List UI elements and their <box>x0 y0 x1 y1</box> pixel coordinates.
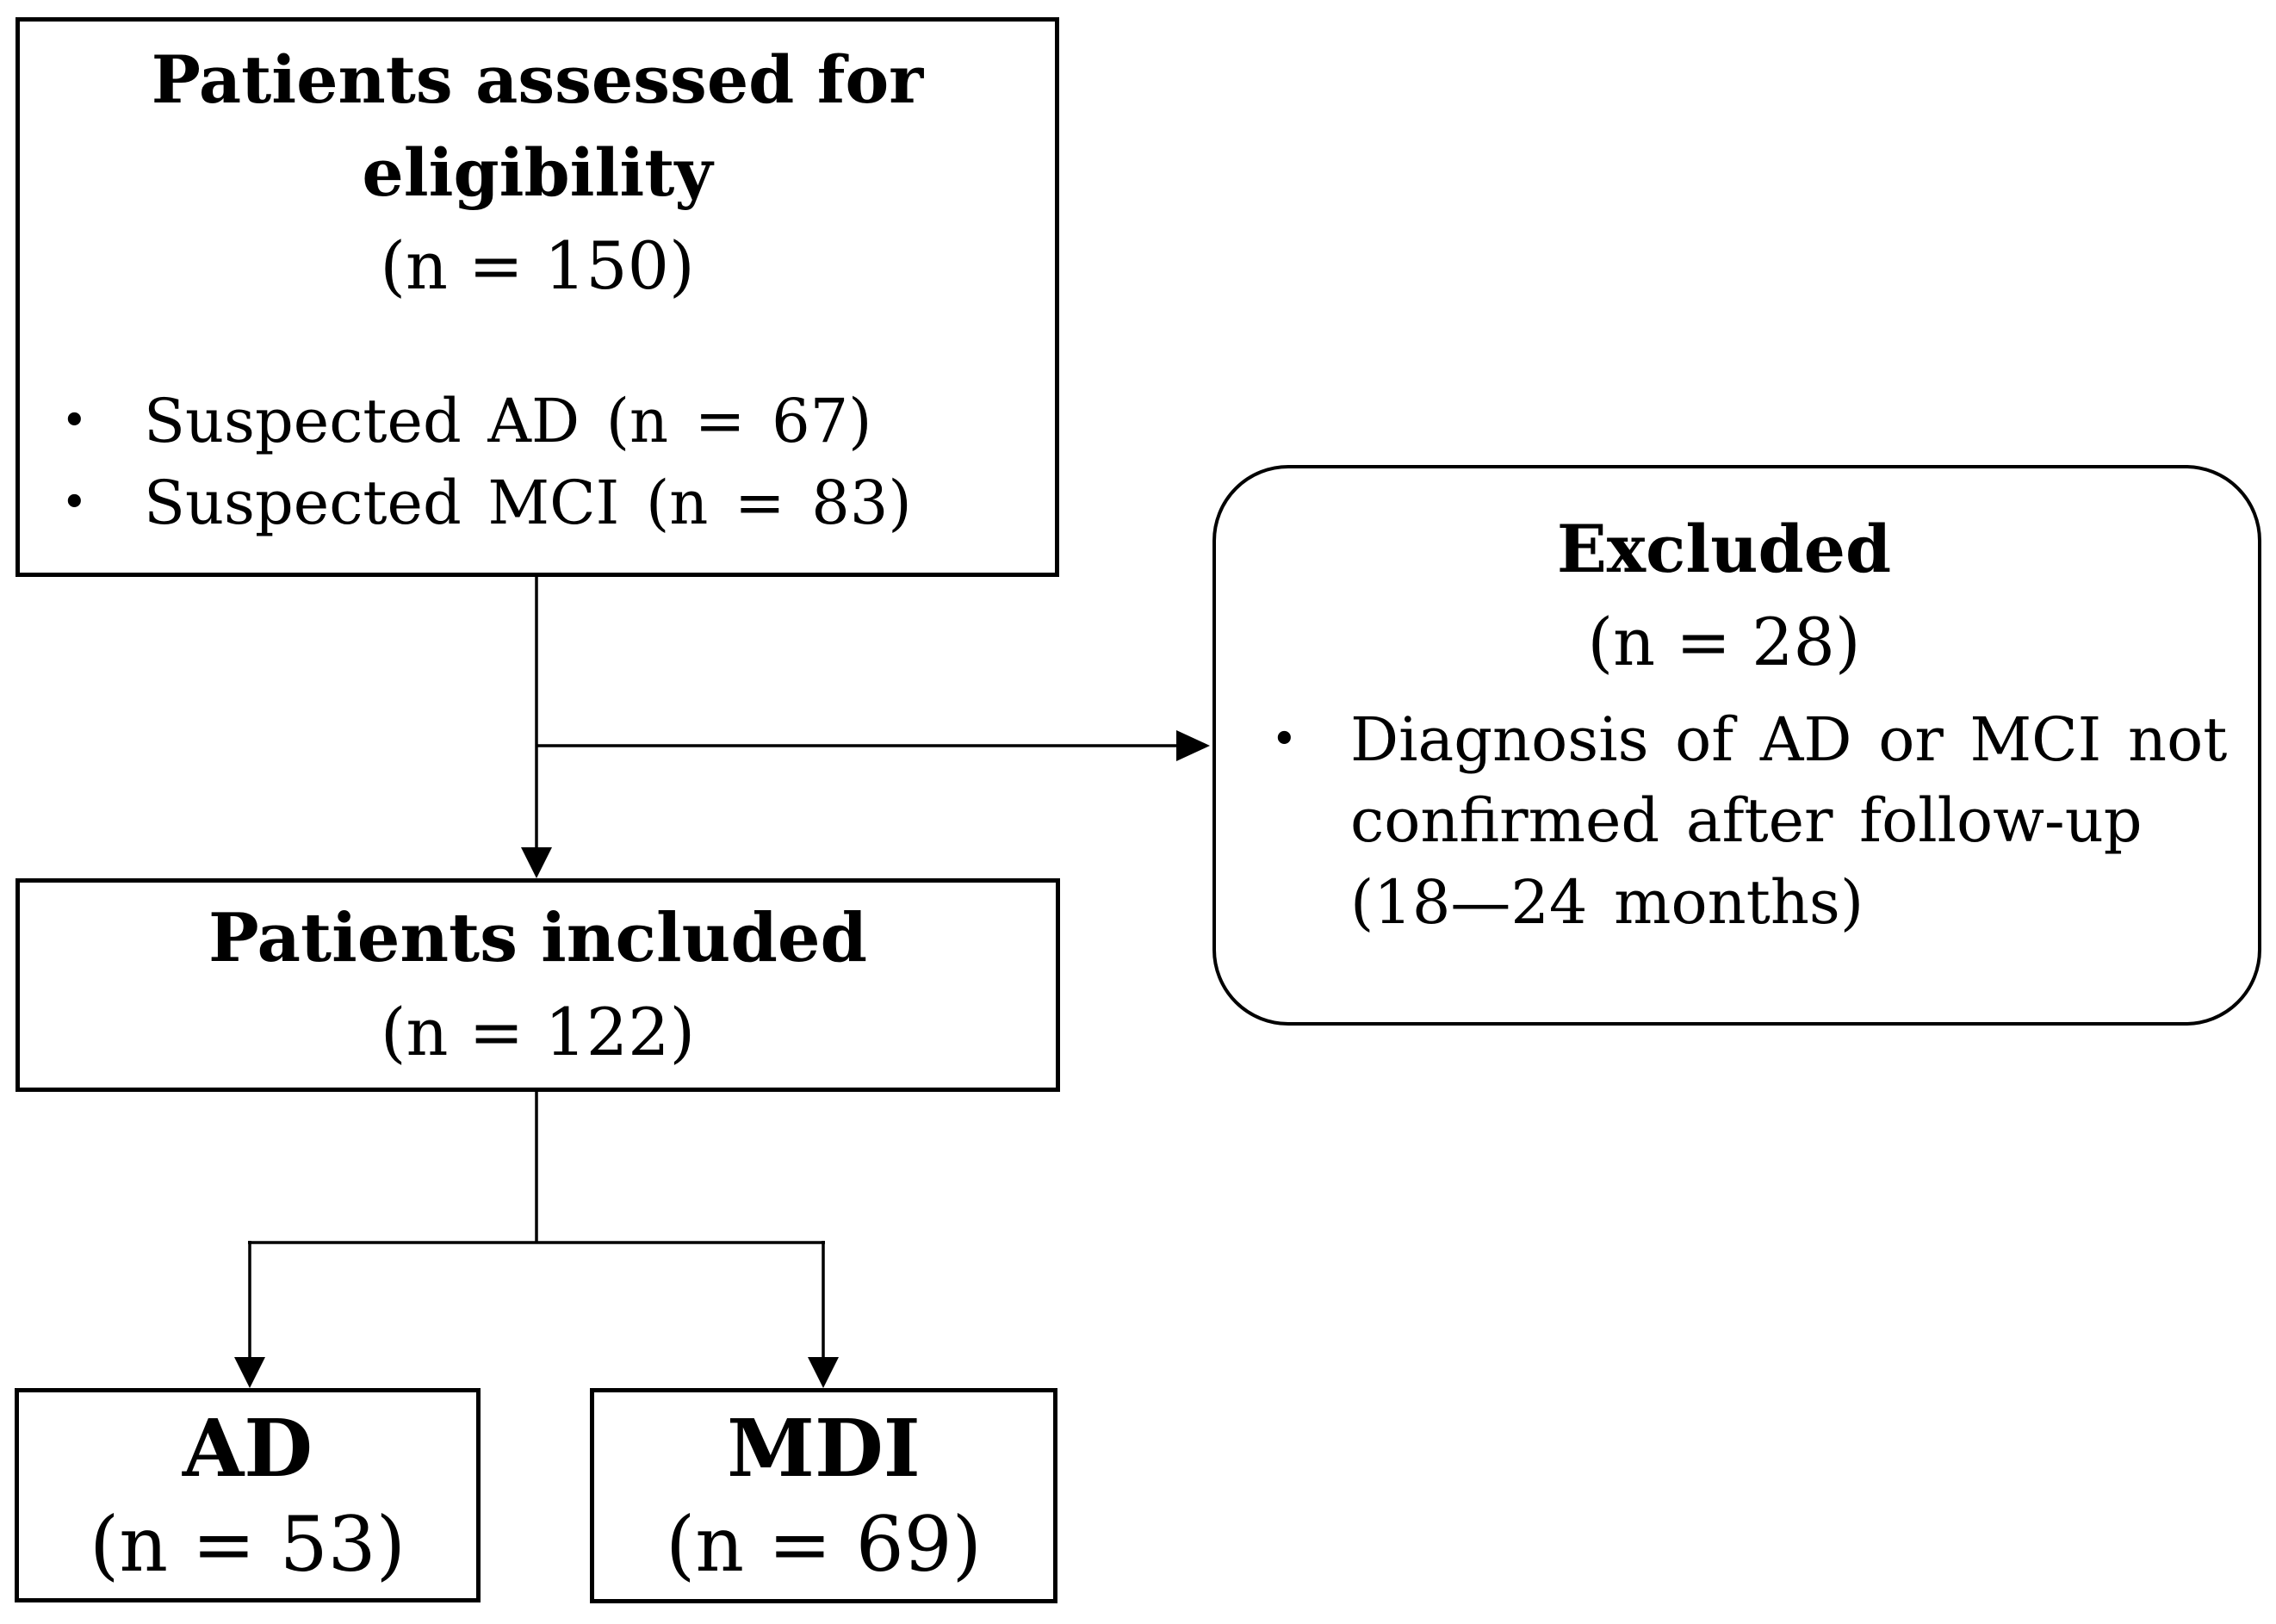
bullet-icon: • <box>61 395 88 447</box>
included-count: (n = 122) <box>380 994 696 1071</box>
assessed-bullet-mci: Suspected MCI (n = 83) <box>144 467 912 538</box>
mdi-count: (n = 69) <box>666 1500 982 1590</box>
arrowhead-down-mdi-icon <box>808 1357 839 1388</box>
assessed-header: Patients assessed for eligibility (n = 1… <box>54 34 1020 313</box>
box-mdi: MDI (n = 69) <box>590 1388 1057 1603</box>
included-header: Patients included (n = 122) <box>20 891 1056 1080</box>
list-item: • Suspected MCI (n = 83) <box>54 462 1020 544</box>
box-excluded: Excluded (n = 28) • Diagnosis of AD or M… <box>1212 465 2261 1026</box>
box-patients-included: Patients included (n = 122) <box>16 878 1060 1092</box>
assessed-count: (n = 150) <box>380 226 695 304</box>
bullet-icon: • <box>61 476 88 529</box>
excluded-title: Excluded <box>1556 511 1892 587</box>
assessed-bullet-ad: Suspected AD (n = 67) <box>144 386 872 456</box>
arrowhead-down-ad-icon <box>234 1357 265 1388</box>
box-ad: AD (n = 53) <box>15 1388 481 1602</box>
ad-count: (n = 53) <box>90 1499 406 1589</box>
excluded-count: (n = 28) <box>1587 603 1861 680</box>
assessed-bullet-list: • Suspected AD (n = 67) • Suspected MCI … <box>54 381 1020 543</box>
list-item: • Diagnosis of AD or MCI not confirmed a… <box>1216 699 2232 944</box>
list-item: • Suspected AD (n = 67) <box>54 381 1020 462</box>
arrowhead-right-excluded-icon <box>1176 730 1210 761</box>
excluded-header: Excluded (n = 28) <box>1216 503 2232 689</box>
excluded-bullet-list: • Diagnosis of AD or MCI not confirmed a… <box>1216 699 2232 944</box>
included-title: Patients included <box>208 898 868 977</box>
arrowhead-down-included-icon <box>521 847 552 878</box>
assessed-title: Patients assessed for eligibility <box>151 41 924 211</box>
box-assessed-eligibility: Patients assessed for eligibility (n = 1… <box>16 17 1059 577</box>
bullet-icon: • <box>1271 713 1298 766</box>
excluded-bullet-reason: Diagnosis of AD or MCI not confirmed aft… <box>1350 704 2228 938</box>
mdi-title: MDI <box>727 1402 921 1496</box>
ad-title: AD <box>182 1401 313 1495</box>
